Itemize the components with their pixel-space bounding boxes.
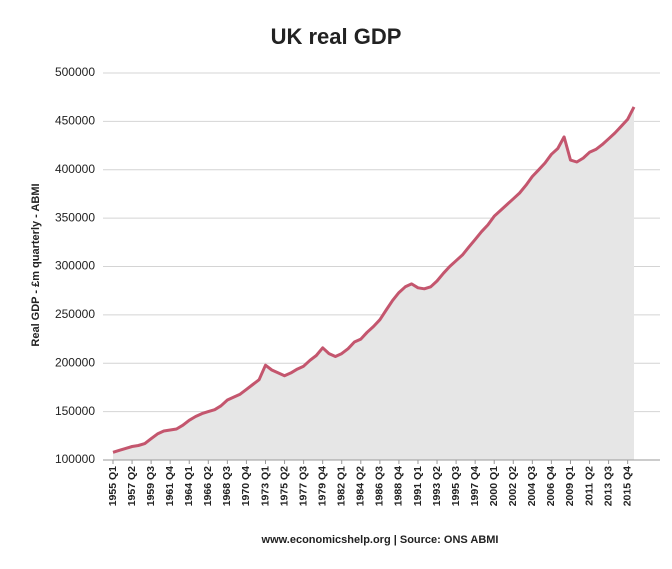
x-tick-label: 1979 Q4 xyxy=(316,466,328,506)
area-fill xyxy=(113,106,634,461)
x-tick-label: 2000 Q1 xyxy=(488,466,500,506)
x-tick-label: 1993 Q2 xyxy=(431,466,443,506)
x-tick-label: 1995 Q3 xyxy=(450,466,462,506)
x-tick-label: 1988 Q4 xyxy=(393,466,405,506)
x-tick-label: 2006 Q4 xyxy=(545,466,557,506)
x-tick-label: 1961 Q4 xyxy=(164,466,176,506)
x-tick-label: 1955 Q1 xyxy=(107,466,119,506)
y-tick-label: 500000 xyxy=(55,65,95,79)
source-note: www.economicshelp.org | Source: ONS ABMI xyxy=(261,534,499,546)
x-tick-label: 1991 Q1 xyxy=(412,466,424,506)
x-tick-label: 1997 Q4 xyxy=(469,466,481,506)
x-tick-label: 2004 Q3 xyxy=(526,466,538,506)
x-tick-label: 1966 Q2 xyxy=(202,466,214,506)
x-tick-label: 1984 Q2 xyxy=(355,466,367,506)
x-tick-label: 1973 Q1 xyxy=(259,466,271,506)
y-tick-label: 450000 xyxy=(55,114,95,128)
x-tick-label: 1982 Q1 xyxy=(336,466,348,506)
y-tick-label: 400000 xyxy=(55,162,95,176)
chart-title: UK real GDP xyxy=(271,24,402,49)
y-tick-label: 250000 xyxy=(55,307,95,321)
x-tick-label: 2011 Q2 xyxy=(583,466,595,506)
x-tick-label: 1959 Q3 xyxy=(145,466,157,506)
x-tick-label: 1957 Q2 xyxy=(126,466,138,506)
line xyxy=(112,106,636,454)
x-tick-label: 2009 Q1 xyxy=(564,466,576,506)
y-tick-label: 300000 xyxy=(55,259,95,273)
x-tick-label: 1964 Q1 xyxy=(183,466,195,506)
y-tick-label: 100000 xyxy=(55,452,95,466)
x-tick-label: 1986 Q3 xyxy=(374,466,386,506)
x-tick-label: 2002 Q2 xyxy=(507,466,519,506)
x-tick-label: 2015 Q4 xyxy=(621,466,633,506)
x-tick-label: 1968 Q3 xyxy=(221,466,233,506)
y-tick-label: 150000 xyxy=(55,404,95,418)
x-tick-label: 1970 Q4 xyxy=(240,466,252,506)
y-tick-label: 350000 xyxy=(55,210,95,224)
x-tick-label: 2013 Q3 xyxy=(602,466,614,506)
x-tick-label: 1977 Q3 xyxy=(297,466,309,506)
y-tick-label: 200000 xyxy=(55,355,95,369)
y-axis-label: Real GDP - £m quarterly - ABMI xyxy=(30,183,42,346)
x-tick-label: 1975 Q2 xyxy=(278,466,290,506)
